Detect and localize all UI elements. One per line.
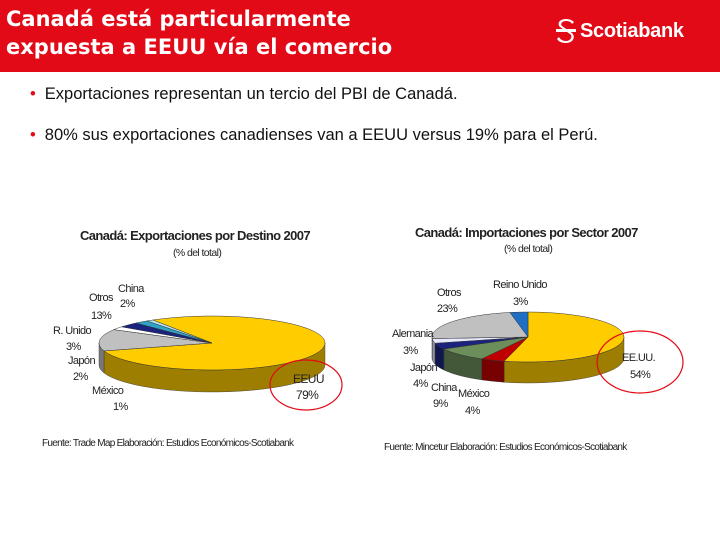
title-line-2: expuesta a EEUU vía el comercio bbox=[6, 35, 393, 59]
slide-title: Canadá está particularmente expuesta a E… bbox=[6, 5, 476, 61]
chart1-value-runido: 3% bbox=[66, 341, 81, 353]
chart1-title: Canadá: Exportaciones por Destino 2007 bbox=[80, 228, 311, 243]
chart2-label-china: China bbox=[431, 382, 457, 394]
callout-ellipse-eeuu-imports bbox=[596, 330, 684, 394]
chart2-subtitle: (% del total) bbox=[504, 243, 553, 255]
pie1-slice-m-xico bbox=[146, 319, 213, 344]
scotiabank-logo: Scotiabank bbox=[554, 17, 694, 45]
chart1-label-japon: Japón bbox=[68, 355, 96, 367]
chart2-label-eeuu: EE.UU. bbox=[622, 352, 656, 364]
bullet-2-text: 80% sus exportaciones canadienses van a … bbox=[44, 126, 598, 144]
chart2-source: Fuente: Mincetur Elaboración: Estudios E… bbox=[384, 442, 627, 453]
bullet-dot-icon: • bbox=[30, 126, 36, 144]
chart1-label-otros: Otros bbox=[89, 292, 114, 304]
chart1-value-otros: 13% bbox=[91, 310, 112, 322]
pie2-slice-otros bbox=[431, 312, 529, 339]
bullet-1: • Exportaciones representan un tercio del… bbox=[30, 85, 458, 104]
chart1-label-runido: R. Unido bbox=[53, 325, 92, 337]
chart1-label-eeuu: EEUU bbox=[293, 372, 325, 386]
chart1-source: Fuente: Trade Map Elaboración: Estudios … bbox=[42, 438, 294, 449]
callout-ellipse-eeuu bbox=[269, 359, 343, 411]
pie1-slice-eeuu bbox=[103, 315, 326, 371]
chart2-value-mexico: 4% bbox=[465, 405, 480, 417]
chart1-subtitle: (% del total) bbox=[173, 247, 222, 259]
chart2-value-reino-unido: 3% bbox=[513, 296, 528, 308]
chart2-value-eeuu: 54% bbox=[630, 369, 651, 381]
chart1-label-china: China bbox=[118, 283, 144, 295]
chart2-value-china: 9% bbox=[433, 398, 448, 410]
chart2-label-japon: Japón bbox=[410, 362, 438, 374]
bullet-1-text: Exportaciones representan un tercio del … bbox=[44, 85, 458, 103]
chart2-value-otros: 23% bbox=[437, 303, 458, 315]
pie-chart-1 bbox=[98, 315, 326, 393]
chart2-value-japon: 4% bbox=[413, 378, 428, 390]
pie2-slice-ee-uu- bbox=[503, 311, 625, 363]
chart2-label-alemania: Alemania bbox=[392, 328, 434, 340]
bullet-2: • 80% sus exportaciones canadienses van a… bbox=[30, 126, 598, 145]
chart2-label-mexico: México bbox=[458, 388, 490, 400]
chart1-value-mexico: 1% bbox=[113, 401, 128, 413]
chart1-value-japon: 2% bbox=[73, 371, 88, 383]
chart2-label-otros: Otros bbox=[437, 287, 462, 299]
chart2-label-reino-unido: Reino Unido bbox=[493, 279, 548, 291]
bullet-dot-icon: • bbox=[30, 85, 36, 103]
chart1-value-china: 2% bbox=[120, 298, 135, 310]
chart1-value-eeuu: 79% bbox=[296, 388, 319, 402]
chart2-value-alemania: 3% bbox=[403, 345, 418, 357]
pie2-slice-reino-unido bbox=[509, 311, 529, 338]
pie2-side-m-xico bbox=[481, 358, 505, 383]
pie-chart-2 bbox=[431, 311, 625, 384]
title-line-1: Canadá está particularmente bbox=[6, 7, 351, 31]
chart1-label-mexico: México bbox=[92, 385, 124, 397]
brand-name: Scotiabank bbox=[580, 20, 684, 42]
slide-header: Canadá está particularmente expuesta a E… bbox=[0, 0, 720, 72]
scotiabank-s-icon bbox=[556, 19, 576, 43]
chart2-title: Canadá: Importaciones por Sector 2007 bbox=[415, 225, 638, 240]
pie1-slice-otros bbox=[98, 329, 213, 352]
